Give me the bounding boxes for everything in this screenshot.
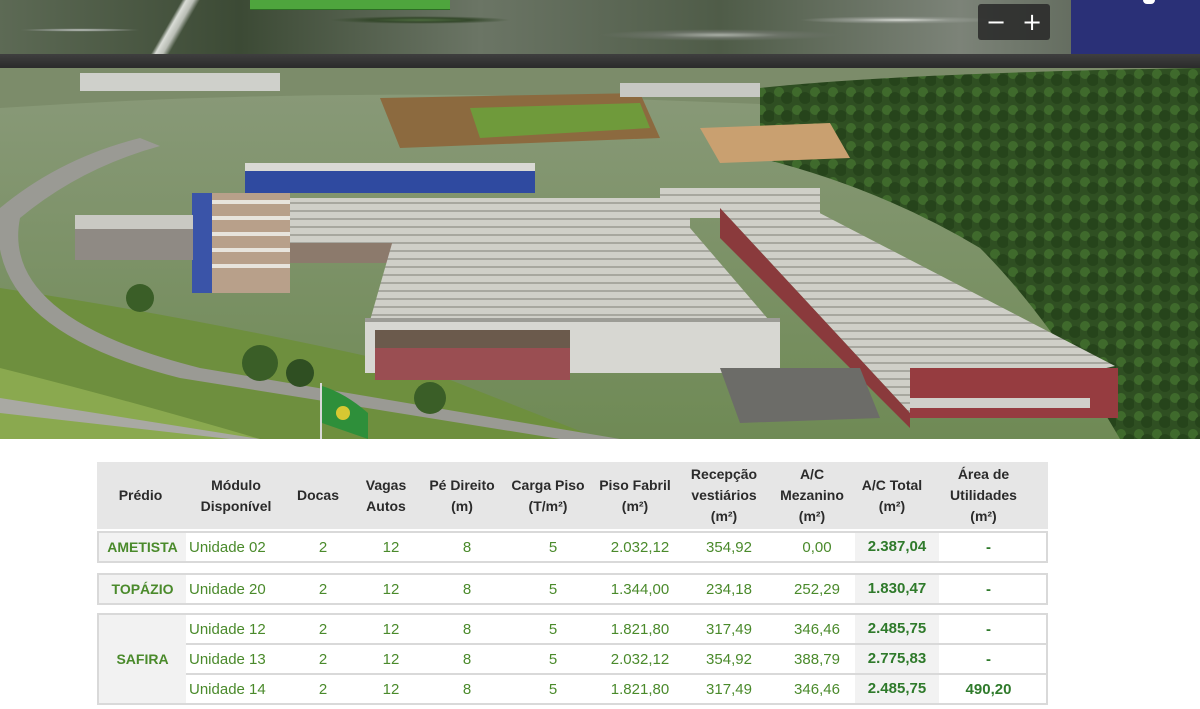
cell-parking: 12 [382,620,400,638]
cell-mezzanine: 346,46 [794,680,840,698]
zoom-control: − + [978,4,1050,40]
cell-ceiling: 8 [462,620,472,638]
cell-total: 2.485,75 [855,615,939,643]
cell-mezzanine: 346,46 [794,620,840,638]
cell-parking: 12 [382,538,400,556]
map-field [250,0,450,10]
group-rows: Unidade 12 2 12 8 5 1.821,80 317,49 346,46 2.485… [186,615,1046,703]
table-header: Prédio Módulo Disponível Docas Vagas Aut… [97,462,1048,529]
satellite-map[interactable]: − + [0,0,1200,54]
cell-utilities: - [986,580,991,598]
cell-ceiling: 8 [462,650,472,668]
header-cell: Área de Utilidades (m²) [950,466,1017,524]
cell-factory-floor: 2.032,12 [610,650,670,668]
cell-factory-floor: 1.344,00 [610,580,670,598]
cell-reception: 317,49 [706,680,752,698]
divider [0,54,1200,68]
header-cell: Docas [296,487,340,503]
cell-factory-floor: 2.032,12 [610,538,670,556]
cell-mezzanine: 252,29 [794,580,840,598]
availability-table: Prédio Módulo Disponível Docas Vagas Aut… [97,462,1048,705]
header-cell: Vagas Autos [365,476,407,514]
cell-utilities: 490,20 [965,680,1012,698]
cell-parking: 12 [382,580,400,598]
cell-docks: 2 [318,650,328,668]
cell-ceiling: 8 [462,538,472,556]
aerial-photo [0,68,1200,439]
cell-mezzanine: 0,00 [802,538,832,556]
cell-factory-floor: 1.821,80 [610,680,670,698]
group-rows: Unidade 02 2 12 8 5 2.032,12 354,92 0,00 2.387,0… [186,533,1046,561]
cell-total: 2.387,04 [855,533,939,561]
table-row[interactable]: Unidade 20 2 12 8 5 1.344,00 234,18 252,29 1.830… [186,575,1046,603]
cell-floor-load: 5 [548,538,558,556]
cell-reception: 354,92 [706,650,752,668]
cell-factory-floor: 1.821,80 [610,620,670,638]
building-group: AMETISTA Unidade 02 2 12 8 5 2.032,12 354,92 0,0… [97,531,1048,563]
map-road [150,0,210,54]
table-body: AMETISTA Unidade 02 2 12 8 5 2.032,12 354,92 0,0… [97,531,1048,705]
header-cell: A/C Mezanino (m²) [780,466,844,524]
header-cell: Módulo Disponível [200,476,272,514]
table-row[interactable]: Unidade 13 2 12 8 5 2.032,12 354,92 388,79 2.775… [186,645,1046,675]
header-cell: Prédio [118,487,163,503]
cell-docks: 2 [318,680,328,698]
cell-floor-load: 5 [548,620,558,638]
group-rows: Unidade 20 2 12 8 5 1.344,00 234,18 252,29 1.830… [186,575,1046,603]
header-cell: Recepção vestiários (m²) [690,466,758,524]
cell-reception: 317,49 [706,620,752,638]
cell-parking: 12 [382,650,400,668]
cell-floor-load: 5 [548,650,558,668]
cell-module: Unidade 20 [189,580,266,598]
building-name: TOPÁZIO [99,575,186,603]
building-group: SAFIRA Unidade 12 2 12 8 5 1.821,80 317,49 346,4… [97,613,1048,705]
nav-panel[interactable] [1071,0,1200,54]
cell-total: 1.830,47 [855,575,939,603]
cell-mezzanine: 388,79 [794,650,840,668]
nav-indicator [1143,0,1155,4]
header-cell: A/C Total (m²) [861,476,923,514]
table-row[interactable]: Unidade 14 2 12 8 5 1.821,80 317,49 346,46 2.485… [186,675,1046,703]
cell-utilities: - [986,538,991,556]
building-group: TOPÁZIO Unidade 20 2 12 8 5 1.344,00 234,18 252,… [97,573,1048,605]
cell-module: Unidade 02 [189,538,266,556]
aerial-photo-svg [0,68,1200,439]
cell-docks: 2 [318,580,328,598]
header-cell: Pé Direito (m) [429,476,495,514]
cell-docks: 2 [318,538,328,556]
cell-reception: 234,18 [706,580,752,598]
cell-docks: 2 [318,620,328,638]
header-cell: Piso Fabril (m²) [599,476,671,514]
zoom-in-button[interactable]: + [1021,8,1043,36]
cell-module: Unidade 12 [189,620,266,638]
building-name: AMETISTA [99,533,186,561]
header-cell: Carga Piso (T/m²) [511,476,585,514]
cell-utilities: - [986,650,991,668]
cell-module: Unidade 13 [189,650,266,668]
cell-ceiling: 8 [462,680,472,698]
table-row[interactable]: Unidade 12 2 12 8 5 1.821,80 317,49 346,46 2.485… [186,615,1046,645]
cell-reception: 354,92 [706,538,752,556]
cell-module: Unidade 14 [189,680,266,698]
cell-floor-load: 5 [548,580,558,598]
cell-parking: 12 [382,680,400,698]
building-name: SAFIRA [99,615,186,703]
cell-total: 2.485,75 [855,675,939,703]
zoom-out-button[interactable]: − [985,8,1007,36]
cell-ceiling: 8 [462,580,472,598]
cell-total: 2.775,83 [855,645,939,673]
cell-utilities: - [986,620,991,638]
table-row[interactable]: Unidade 02 2 12 8 5 2.032,12 354,92 0,00 2.387,0… [186,533,1046,561]
cell-floor-load: 5 [548,680,558,698]
